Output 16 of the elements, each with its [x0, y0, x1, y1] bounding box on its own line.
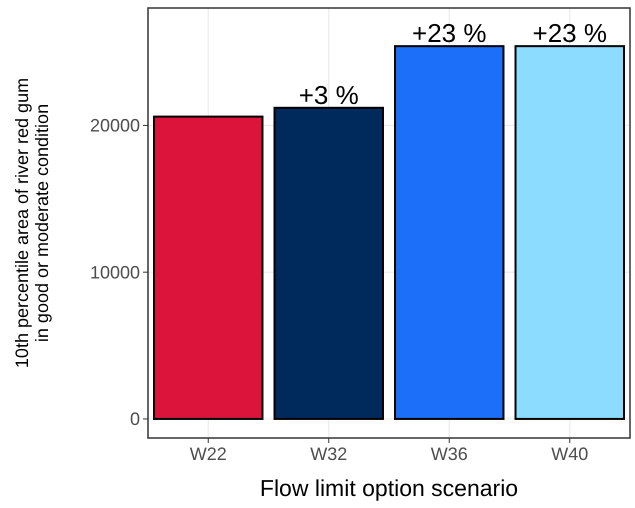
x-tick-label: W40 — [551, 444, 588, 464]
y-tick-label: 0 — [130, 409, 140, 430]
bar — [274, 106, 384, 420]
x-tick-label: W32 — [310, 444, 348, 464]
y-tick-label: 20000 — [90, 116, 140, 136]
x-tick-label: W22 — [190, 444, 227, 464]
y-tick-label: 10000 — [90, 262, 140, 282]
x-tick-label: W36 — [430, 444, 468, 464]
bar — [153, 116, 264, 420]
bar — [514, 45, 625, 420]
annotation: +3 % — [298, 80, 359, 110]
annotation: +23 % — [412, 18, 486, 48]
bar — [394, 45, 504, 420]
x-axis-title: Flow limit option scenario — [260, 475, 518, 501]
annotation: +23 % — [532, 18, 607, 48]
y-axis-title: 10th percentile area of river red gum in good or moderate condition — [12, 78, 52, 368]
